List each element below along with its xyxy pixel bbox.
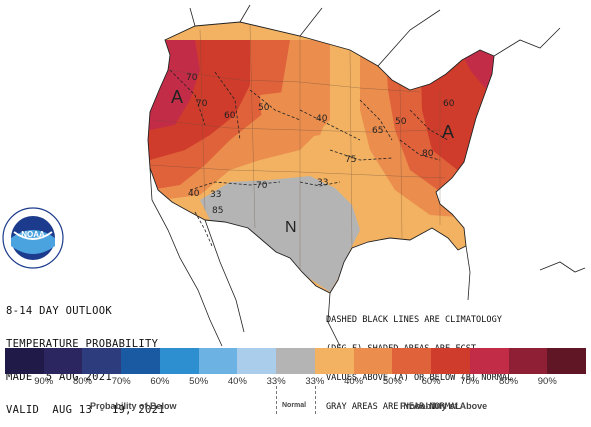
contour-label: 50: [258, 103, 270, 113]
legend-tick-label: 90%: [537, 376, 557, 387]
note-line: VALUES ABOVE (A) OR BELOW (B) NORMAL: [326, 372, 513, 383]
us-outline: [147, 21, 495, 294]
normal-label: Normal: [282, 402, 307, 409]
legend-tick-label: 90%: [34, 376, 54, 387]
state-borders: [149, 24, 446, 270]
contour-label: 80: [422, 149, 434, 159]
outlook-valid-range: VALID AUG 13 - 19, 2021: [6, 404, 165, 416]
above-label-west: A: [171, 87, 183, 107]
legend-tick-label: 50%: [382, 376, 402, 387]
noaa-logo-text: NOAA: [21, 230, 45, 239]
legend-separator-right: [315, 386, 316, 414]
contour-label: 40: [316, 114, 328, 124]
outlook-header: 8-14 DAY OUTLOOK TEMPERATURE PROBABILITY…: [6, 284, 165, 427]
outlook-map: A A N 70 70 60 50 40 75 65 60 50 80 33 3…: [2, 4, 586, 347]
shade-40-plains: [260, 90, 330, 140]
legend-tick-spacer: [5, 376, 24, 387]
legend-swatch: [121, 348, 160, 374]
above-label: Probability of Above: [400, 401, 488, 411]
note-line: GRAY AREAS ARE NEAR-NORMAL: [326, 401, 461, 412]
legend-swatch: [82, 348, 122, 374]
climatology-lines: [169, 69, 449, 247]
legend-swatch: [508, 348, 548, 374]
outlook-made-date: MADE 5 AUG 2021: [6, 371, 112, 383]
legend-swatch: [43, 348, 83, 374]
contour-label: 33: [317, 178, 328, 188]
shade-normal-south: [200, 176, 360, 292]
contour-label: 70: [196, 99, 208, 109]
outlook-title: 8-14 DAY OUTLOOK: [6, 305, 112, 317]
legend-swatch: [353, 348, 393, 374]
contour-label: 70: [186, 73, 198, 83]
neighbor-borders: [149, 4, 586, 347]
legend-tick-label: 50%: [189, 376, 209, 387]
legend-swatch: [469, 348, 509, 374]
legend-swatch: [198, 348, 238, 374]
legend-tick-label: 70%: [111, 376, 131, 387]
legend-swatch: [392, 348, 432, 374]
legend-ticks: 90% 80% 70% 60% 50% 40% 33% 33% 40% 50% 60% 70% 80% 9…: [5, 376, 586, 387]
contour-label: 75: [345, 155, 356, 165]
legend-swatch: [431, 348, 470, 374]
legend-tick-spacer: [567, 376, 586, 387]
legend-tick-label: 60%: [421, 376, 441, 387]
probability-legend: [5, 348, 587, 374]
contour-label: 60: [443, 99, 455, 109]
contour-labels: 70 70 60 50 40 75 65 60 50 80 33 33 70 8…: [186, 73, 455, 216]
legend-tick-label: 70%: [460, 376, 480, 387]
legend-swatch: [5, 348, 44, 374]
contour-label: 33: [210, 190, 221, 200]
legend-tick-label: 33%: [266, 376, 286, 387]
contour-label: 60: [224, 111, 236, 121]
legend-tick-label: 80%: [72, 376, 92, 387]
legend-separator-left: [276, 386, 277, 414]
normal-label-south: N: [285, 219, 297, 236]
contour-label: 65: [372, 126, 383, 136]
legend-tick-label: 60%: [150, 376, 170, 387]
legend-tick-label: 40%: [227, 376, 247, 387]
contour-label: 85: [212, 206, 223, 216]
legend-swatch: [159, 348, 199, 374]
contour-label: 40: [188, 189, 200, 199]
contour-label: 70: [256, 181, 268, 191]
outlook-subtitle: TEMPERATURE PROBABILITY: [6, 338, 159, 350]
below-label: Probability of Below: [90, 401, 177, 411]
legend-swatch: [276, 348, 315, 374]
legend-swatch: [237, 348, 277, 374]
legend-tick-label: 40%: [344, 376, 364, 387]
contour-label: 50: [395, 117, 407, 127]
noaa-logo: NOAA: [2, 207, 64, 269]
note-line: DASHED BLACK LINES ARE CLIMATOLOGY: [326, 315, 502, 326]
legend-tick-label: 80%: [499, 376, 519, 387]
legend-tick-label: 33%: [305, 376, 325, 387]
above-label-east: A: [442, 122, 454, 142]
legend-swatch: [547, 348, 587, 374]
legend-swatch: [314, 348, 354, 374]
